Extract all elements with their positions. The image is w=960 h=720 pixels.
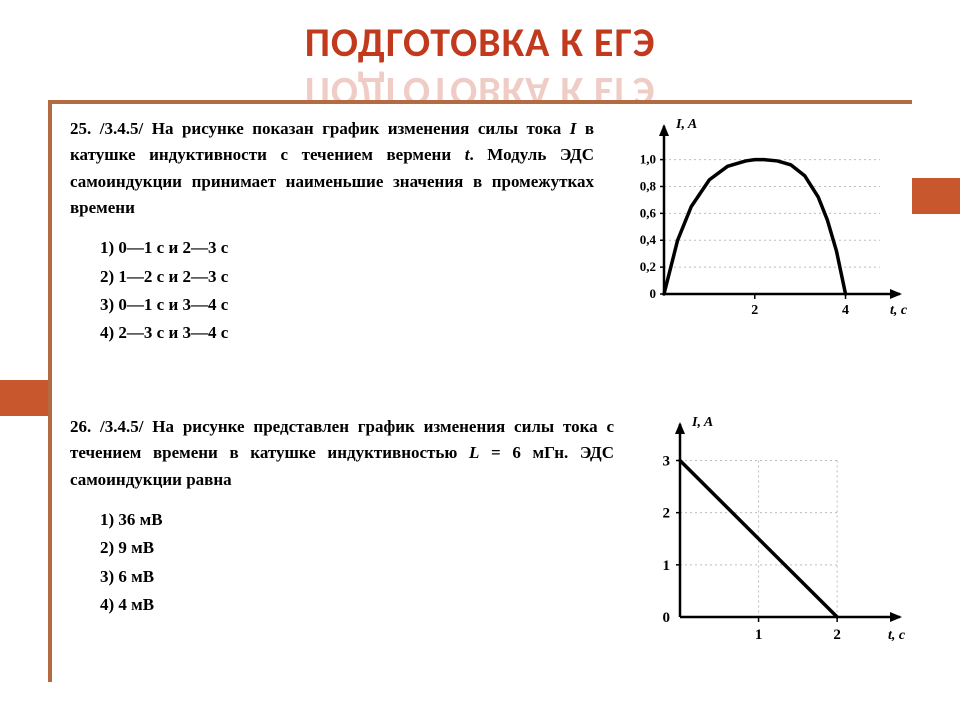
right-accent-bar — [912, 178, 960, 214]
svg-text:0,2: 0,2 — [640, 259, 656, 274]
problem-26-number: 26. — [70, 417, 91, 436]
problem-26: 26. /3.4.5/ На рисунке представлен графи… — [70, 414, 912, 649]
problem-26-opt3: 3) 6 мВ — [100, 564, 614, 590]
problem-25-opt1: 1) 0—1 с и 2—3 с — [100, 235, 594, 261]
svg-text:1: 1 — [755, 627, 763, 643]
problem-25-p1: На рисунке показан график изменения силы… — [152, 119, 570, 138]
problem-26-chart: 0 1 2 3 1 2 I, A t, с — [632, 414, 912, 649]
svg-text:0,8: 0,8 — [640, 178, 657, 193]
svg-text:1,0: 1,0 — [640, 152, 656, 167]
content-frame: 25. /3.4.5/ На рисунке показан график из… — [48, 100, 912, 682]
svg-text:1: 1 — [663, 558, 671, 574]
svg-text:0,4: 0,4 — [640, 232, 657, 247]
svg-text:2: 2 — [663, 506, 671, 522]
problem-25-opt4: 4) 2—3 с и 3—4 с — [100, 320, 594, 346]
svg-text:4: 4 — [842, 303, 849, 318]
problem-26-opt2: 2) 9 мВ — [100, 535, 614, 561]
problem-25-opt3: 3) 0—1 с и 3—4 с — [100, 292, 594, 318]
problem-25-text: 25. /3.4.5/ На рисунке показан график из… — [70, 116, 612, 349]
problem-26-code: /3.4.5/ — [100, 417, 143, 436]
left-accent-bar — [0, 380, 48, 416]
svg-text:3: 3 — [663, 454, 671, 470]
svg-text:0,6: 0,6 — [640, 205, 657, 220]
problem-25-opt2: 2) 1—2 с и 2—3 с — [100, 264, 594, 290]
svg-text:t, с: t, с — [888, 628, 906, 643]
svg-text:2: 2 — [833, 627, 841, 643]
page-title: ПОДГОТОВКА К ЕГЭ ПОДГОТОВКА К ЕГЭ — [305, 18, 656, 67]
svg-text:t, с: t, с — [890, 303, 908, 318]
svg-text:0: 0 — [650, 286, 657, 301]
problem-26-L: L — [469, 443, 479, 462]
problem-25-options: 1) 0—1 с и 2—3 с 2) 1—2 с и 2—3 с 3) 0—1… — [100, 235, 594, 346]
title-text: ПОДГОТОВКА К ЕГЭ — [305, 18, 656, 67]
problem-26-opt4: 4) 4 мВ — [100, 592, 614, 618]
svg-text:I, A: I, A — [691, 415, 713, 430]
problem-26-opt1: 1) 36 мВ — [100, 507, 614, 533]
svg-text:I, A: I, A — [675, 117, 697, 132]
svg-text:0: 0 — [663, 610, 671, 626]
svg-text:2: 2 — [751, 303, 758, 318]
problem-26-text: 26. /3.4.5/ На рисунке представлен графи… — [70, 414, 632, 649]
problem-25-code: /3.4.5/ — [100, 119, 143, 138]
problem-25-chart: 0 0,2 0,4 0,6 0,8 1,0 2 4 I, A t, с — [612, 116, 912, 349]
problem-25-number: 25. — [70, 119, 91, 138]
problem-26-options: 1) 36 мВ 2) 9 мВ 3) 6 мВ 4) 4 мВ — [100, 507, 614, 618]
problem-25: 25. /3.4.5/ На рисунке показан график из… — [70, 116, 912, 349]
